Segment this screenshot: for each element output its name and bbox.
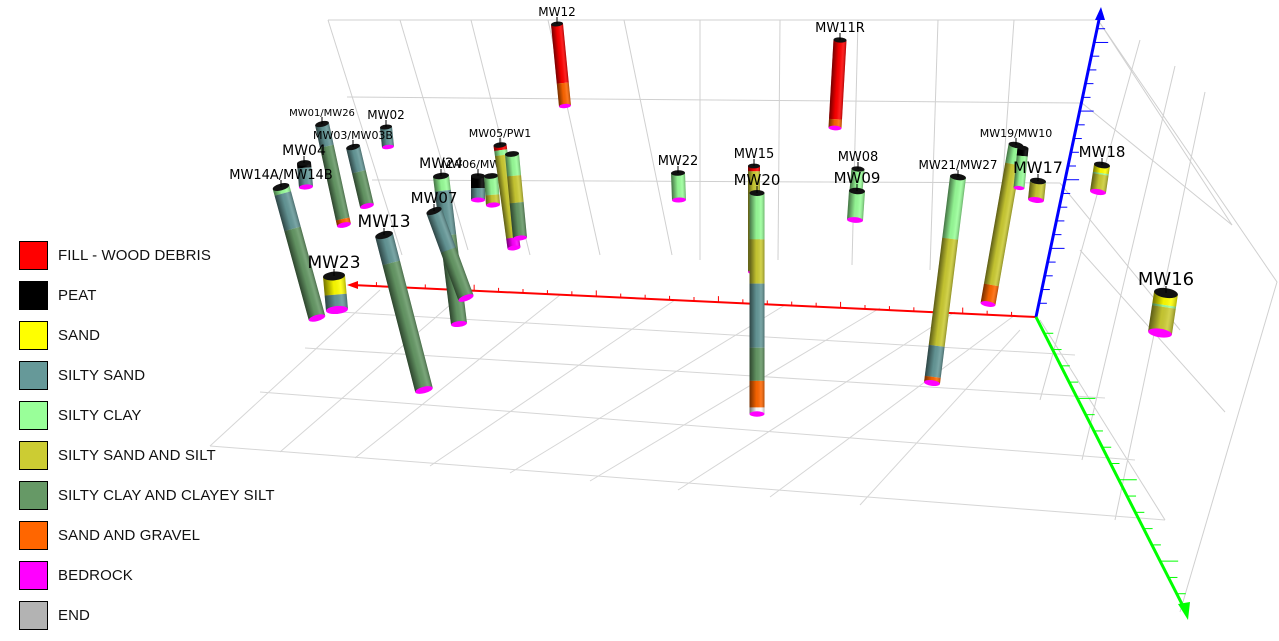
well-label: MW01/MW26 (289, 108, 355, 119)
legend-label: SAND (58, 326, 101, 344)
grid-back-wall (327, 19, 1278, 613)
well-mw07[interactable]: MW07 (411, 189, 475, 303)
well-unnamed-22[interactable] (1013, 145, 1029, 191)
well-mw16[interactable]: MW16 (1138, 269, 1194, 339)
legend-swatch (19, 360, 48, 390)
legend-item-bedrock: BEDROCK (19, 555, 299, 595)
well-mw01-mw26[interactable]: MW01/MW26 (289, 108, 355, 229)
legend-item-silty-sand-and-silt: SILTY SAND AND SILT (19, 435, 299, 475)
legend-label: SILTY SAND AND SILT (58, 446, 216, 464)
legend-label: BEDROCK (58, 566, 133, 584)
well-label: MW17 (1013, 158, 1063, 177)
legend-item-sand-and-gravel: SAND AND GRAVEL (19, 515, 299, 555)
legend-label: END (58, 606, 90, 624)
well-mw02[interactable]: MW02 (367, 108, 405, 150)
well-label: MW08 (838, 150, 879, 165)
well-label: MW16 (1138, 269, 1194, 290)
well-label: MW14A/MW14B (229, 168, 332, 183)
legend-item-silty-clay: SILTY CLAY (19, 395, 299, 435)
well-label: MW18 (1079, 143, 1126, 161)
legend-swatch (19, 600, 48, 630)
well-label: MW21/MW27 (918, 158, 997, 172)
legend-item-end: END (19, 595, 299, 635)
well-label: MW23 (307, 253, 360, 273)
well-label: MW11R (815, 21, 865, 36)
legend-item-silty-sand: SILTY SAND (19, 355, 299, 395)
well-mw04[interactable]: MW04 (282, 143, 326, 190)
well-mw11r[interactable]: MW11R (815, 21, 865, 131)
well-mw17[interactable]: MW17 (1013, 158, 1063, 204)
legend-swatch (19, 560, 48, 590)
well-label: MW24 (419, 156, 463, 172)
legend-swatch (19, 320, 48, 350)
well-label: MW05/PW1 (469, 127, 532, 140)
legend-swatch (19, 240, 48, 270)
legend-swatch (19, 480, 48, 510)
well-label: MW20 (734, 171, 781, 189)
legend-label: SILTY SAND (58, 366, 146, 384)
well-mw03-mw03b[interactable]: MW03/MW03B (313, 129, 393, 210)
well-mw21-mw27[interactable]: MW21/MW27 (918, 158, 998, 387)
well-mw12[interactable]: MW12 (538, 5, 576, 109)
well-label: MW19/MW10 (980, 127, 1052, 140)
legend-swatch (19, 400, 48, 430)
well-label: MW09 (834, 169, 881, 187)
well-label: MW15 (734, 147, 775, 162)
legend-label: SAND AND GRAVEL (58, 526, 201, 544)
legend-label: FILL - WOOD DEBRIS (58, 246, 211, 264)
axis-y (1034, 316, 1190, 620)
well-unnamed-12[interactable] (484, 173, 500, 208)
legend-item-sand: SAND (19, 315, 299, 355)
legend-swatch (19, 280, 48, 310)
well-mw09[interactable]: MW09 (834, 169, 881, 223)
well-mw13[interactable]: MW13 (357, 212, 433, 395)
well-mw19-mw10[interactable]: MW19/MW10 (980, 127, 1052, 308)
legend-label: SILTY CLAY (58, 406, 142, 424)
well-mw23[interactable]: MW23 (307, 253, 361, 315)
legend-item-fill-wood-debris: FILL - WOOD DEBRIS (19, 235, 299, 275)
well-label: MW12 (538, 5, 576, 19)
well-unnamed-14[interactable] (505, 151, 527, 242)
legend-swatch (19, 440, 48, 470)
legend-item-peat: PEAT (19, 275, 299, 315)
legend-item-silty-clay-and-clayey-silt: SILTY CLAY AND CLAYEY SILT (19, 475, 299, 515)
well-label: MW04 (282, 143, 326, 159)
legend-label: SILTY CLAY AND CLAYEY SILT (58, 486, 275, 504)
legend-label: PEAT (58, 286, 97, 304)
well-label: MW02 (367, 108, 405, 122)
well-mw22[interactable]: MW22 (658, 154, 699, 203)
well-mw18[interactable]: MW18 (1079, 143, 1126, 196)
legend: FILL - WOOD DEBRIS PEAT SAND SILTY SAND … (19, 235, 299, 635)
well-label: MW13 (357, 212, 410, 232)
grid-floor (209, 289, 1166, 521)
well-label: MW07 (411, 189, 458, 207)
axis-ticks (375, 28, 1186, 595)
well-label: MW03/MW03B (313, 129, 393, 142)
well-mw14a-mw14b[interactable]: MW14A/MW14B (229, 168, 333, 323)
well-label: MW22 (658, 154, 699, 169)
legend-swatch (19, 520, 48, 550)
well-mw20[interactable]: MW20 (734, 171, 781, 417)
